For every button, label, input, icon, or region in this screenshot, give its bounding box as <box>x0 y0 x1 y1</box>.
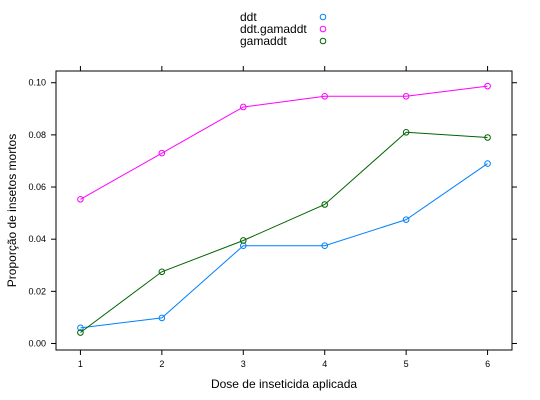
x-tick-label: 2 <box>159 359 164 369</box>
y-tick-label: 0.04 <box>28 234 46 244</box>
data-point <box>239 103 247 111</box>
series-gamaddt <box>77 128 491 336</box>
series-ddt-gamaddt <box>77 82 491 203</box>
y-axis-label: Proporção de insetos mortos <box>5 134 19 287</box>
axis-ticks: 1 2 3 4 5 6 0.00 0.02 0.04 0.06 0.08 0.10 <box>28 66 517 369</box>
x-tick-label: 4 <box>322 359 327 369</box>
legend-label: ddt.gamaddt <box>240 22 307 36</box>
legend-label: gamaddt <box>240 34 287 48</box>
data-point <box>321 92 329 100</box>
data-point <box>77 329 84 336</box>
data-point <box>158 314 166 322</box>
legend-marker <box>319 13 327 21</box>
legend-label: ddt <box>240 10 257 24</box>
series-group <box>77 82 491 336</box>
data-point <box>484 82 491 90</box>
data-point <box>158 268 166 276</box>
data-point <box>402 128 410 136</box>
legend-marker <box>319 25 327 33</box>
y-tick-label: 0.02 <box>28 286 46 296</box>
x-tick-label: 5 <box>404 359 409 369</box>
legend-marker <box>319 37 327 45</box>
series-line <box>80 163 488 329</box>
y-tick-label: 0.06 <box>28 182 46 192</box>
series-line <box>80 85 488 200</box>
x-tick-label: 6 <box>485 359 490 369</box>
y-tick-label: 0.00 <box>28 338 46 348</box>
data-point <box>484 160 491 167</box>
x-tick-label: 3 <box>241 359 246 369</box>
data-point <box>402 92 410 100</box>
data-point <box>77 324 84 332</box>
x-tick-label: 1 <box>78 359 83 369</box>
y-tick-label: 0.10 <box>28 78 46 88</box>
series-line <box>80 131 488 333</box>
plot-frame <box>55 70 513 351</box>
data-point <box>77 195 84 203</box>
data-point <box>321 201 329 208</box>
data-point <box>239 237 247 244</box>
data-point <box>158 149 166 157</box>
data-point <box>402 216 410 223</box>
y-tick-label: 0.08 <box>28 130 46 140</box>
series-ddt <box>77 160 491 332</box>
data-point <box>321 242 329 250</box>
data-point <box>484 134 491 141</box>
x-axis-label: Dose de inseticida aplicada <box>211 377 357 391</box>
